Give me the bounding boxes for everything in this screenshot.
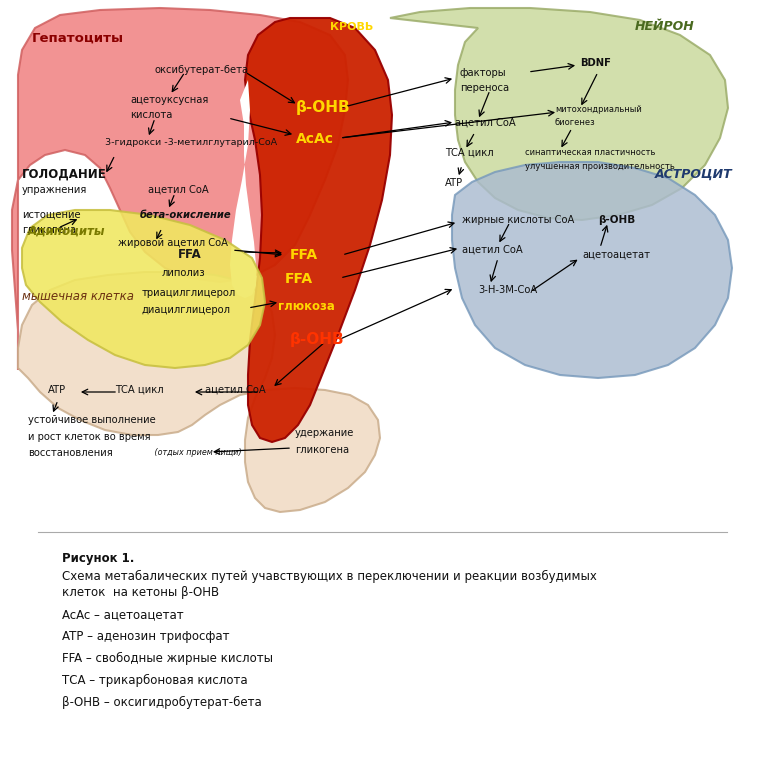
Text: ATP: ATP [445,178,463,188]
Text: ГОЛОДАНИЕ: ГОЛОДАНИЕ [22,168,107,181]
Text: гликогена: гликогена [295,445,349,455]
Text: глюкоза: глюкоза [278,300,335,313]
Text: BDNF: BDNF [580,58,611,68]
Text: AcAc: AcAc [296,132,334,146]
Text: Гепатоциты: Гепатоциты [32,32,124,45]
Text: β-ОНВ: β-ОНВ [290,332,344,347]
Text: улучшенная производительность: улучшенная производительность [525,162,675,171]
Polygon shape [452,162,732,378]
Text: Адипоциты: Адипоциты [28,225,106,238]
Text: восстановления: восстановления [28,448,112,458]
Text: ацетил CoA: ацетил CoA [462,245,522,255]
Polygon shape [22,210,265,368]
Text: Схема метабалических путей учавствующих в переключении и реакции возбудимых: Схема метабалических путей учавствующих … [62,570,597,583]
Text: FFA – свободные жирные кислоты: FFA – свободные жирные кислоты [62,652,273,665]
Text: (отдых прием пищи): (отдых прием пищи) [152,448,242,457]
Polygon shape [390,8,728,220]
Text: β-ОНВ: β-ОНВ [598,215,635,225]
Text: мышечная клетка: мышечная клетка [22,290,134,303]
Text: синаптическая пластичность: синаптическая пластичность [525,148,656,157]
Text: ATP: ATP [48,385,66,395]
Text: ATP – аденозин трифосфат: ATP – аденозин трифосфат [62,630,229,643]
Text: кислота: кислота [130,110,172,120]
Polygon shape [12,8,348,370]
Polygon shape [230,80,256,298]
Text: и рост клеток во время: и рост клеток во время [28,432,151,442]
Text: AcAc – ацетоацетат: AcAc – ацетоацетат [62,608,184,621]
Text: АСТРОЦИТ: АСТРОЦИТ [655,168,733,181]
Text: FFA: FFA [285,272,313,286]
Text: переноса: переноса [460,83,509,93]
Text: истощение: истощение [22,210,80,220]
Text: ацетоуксусная: ацетоуксусная [130,95,208,105]
Text: жировой ацетил CoA: жировой ацетил CoA [118,238,228,248]
Text: ТСА цикл: ТСА цикл [115,385,164,395]
Text: ТСА цикл: ТСА цикл [445,148,493,158]
Text: жирные кислоты CoA: жирные кислоты CoA [462,215,575,225]
Text: β-ОНВ – оксигидробутерат-бета: β-ОНВ – оксигидробутерат-бета [62,696,262,709]
Text: устойчивое выполнение: устойчивое выполнение [28,415,156,425]
Text: упражнения: упражнения [22,185,87,195]
Text: ацетил CoA: ацетил CoA [148,185,209,195]
Text: липолиз: липолиз [162,268,206,278]
Text: FFA: FFA [290,248,318,262]
Text: диацилглицерол: диацилглицерол [142,305,231,315]
Text: ацетоацетат: ацетоацетат [582,250,650,260]
Text: 3-гидрокси -3-метилглутарил-CoA: 3-гидрокси -3-метилглутарил-CoA [105,138,277,147]
Text: бета-окисление: бета-окисление [140,210,232,220]
Text: оксибутерат-бета: оксибутерат-бета [155,65,249,75]
Text: клеток  на кетоны β-ОНВ: клеток на кетоны β-ОНВ [62,586,219,599]
Text: триацилглицерол: триацилглицерол [142,288,236,298]
Text: гликогена: гликогена [22,225,76,235]
Polygon shape [245,18,392,442]
Text: FFA: FFA [178,248,202,261]
Text: биогенез: биогенез [555,118,596,127]
Text: Рисунок 1.: Рисунок 1. [62,552,135,565]
Text: 3-Н-3М-CoA: 3-Н-3М-CoA [478,285,537,295]
Text: ацетил CoA: ацетил CoA [205,385,265,395]
Polygon shape [18,272,380,512]
Text: факторы: факторы [460,68,506,78]
Text: удержание: удержание [295,428,354,438]
Text: ТСА – трикарбоновая кислота: ТСА – трикарбоновая кислота [62,674,248,687]
Text: НЕЙРОН: НЕЙРОН [635,20,695,33]
Text: β-ОНВ: β-ОНВ [296,100,350,115]
Text: митохондриальный: митохондриальный [555,105,642,114]
Text: КРОВЬ: КРОВЬ [330,22,373,32]
Text: ацетил CoA: ацетил CoA [455,118,516,128]
